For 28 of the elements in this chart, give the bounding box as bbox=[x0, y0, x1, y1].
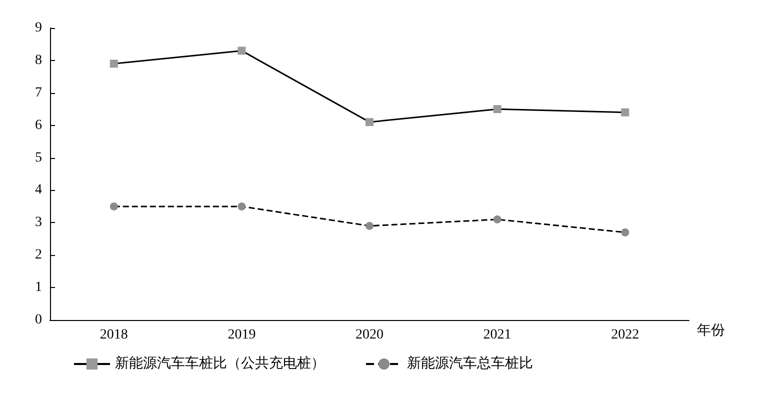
y-tick-label: 5 bbox=[35, 150, 42, 166]
y-tick-label: 4 bbox=[35, 182, 42, 198]
point bbox=[110, 60, 118, 68]
point bbox=[493, 215, 502, 224]
x-tick-label: 2018 bbox=[100, 328, 128, 342]
x-tick-label: 2021 bbox=[483, 328, 512, 342]
y-tick-label: 1 bbox=[35, 280, 42, 296]
point bbox=[621, 228, 630, 236]
legend-label: 新能源汽车车桩比（公共充电桩） bbox=[115, 356, 325, 372]
y-tick-label: 6 bbox=[35, 118, 42, 133]
point bbox=[238, 202, 246, 210]
x-tick-label: 2020 bbox=[356, 328, 384, 342]
point bbox=[366, 118, 374, 126]
y-tick-label: 7 bbox=[35, 85, 42, 100]
legend-label: 新能源汽车总车桩比 bbox=[407, 356, 533, 372]
point bbox=[366, 222, 374, 230]
point bbox=[110, 202, 118, 210]
point bbox=[621, 108, 630, 116]
y-tick-label: 3 bbox=[35, 215, 42, 230]
point bbox=[238, 46, 246, 55]
point bbox=[493, 105, 502, 114]
x-tick-label: 2019 bbox=[228, 328, 256, 342]
y-tick-label: 0 bbox=[35, 312, 42, 328]
x-axis-title: 年份 bbox=[697, 322, 725, 338]
y-tick-label: 2 bbox=[35, 248, 42, 263]
y-tick-label: 8 bbox=[35, 52, 42, 68]
x-tick-label: 2022 bbox=[611, 328, 640, 342]
y-tick-label: 9 bbox=[35, 20, 42, 36]
